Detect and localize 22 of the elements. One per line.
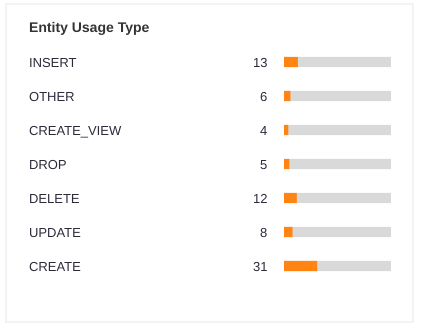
- y-tick-label: OTHER: [29, 89, 74, 104]
- data-label: 31: [253, 259, 268, 274]
- y-tick-label: UPDATE: [29, 225, 82, 240]
- data-label: 8: [260, 225, 268, 240]
- bar: [284, 260, 318, 272]
- y-tick-label: CREATE_VIEW: [29, 123, 122, 138]
- data-label: 12: [253, 191, 268, 206]
- y-tick-label: DROP: [29, 157, 67, 172]
- data-label: 13: [253, 55, 268, 70]
- text: Entity Usage Type: [29, 19, 150, 35]
- data-label: 4: [260, 123, 268, 138]
- data-label: 5: [260, 157, 268, 172]
- y-tick-label: CREATE: [29, 259, 82, 274]
- bar: [284, 56, 298, 68]
- bar: [284, 124, 288, 136]
- y-tick-label: DELETE: [29, 191, 80, 206]
- bar: [284, 226, 293, 238]
- bar: [284, 90, 290, 102]
- bar: [284, 192, 297, 204]
- bar: [284, 158, 290, 170]
- y-tick-label: INSERT: [29, 55, 76, 70]
- data-label: 6: [260, 89, 268, 104]
